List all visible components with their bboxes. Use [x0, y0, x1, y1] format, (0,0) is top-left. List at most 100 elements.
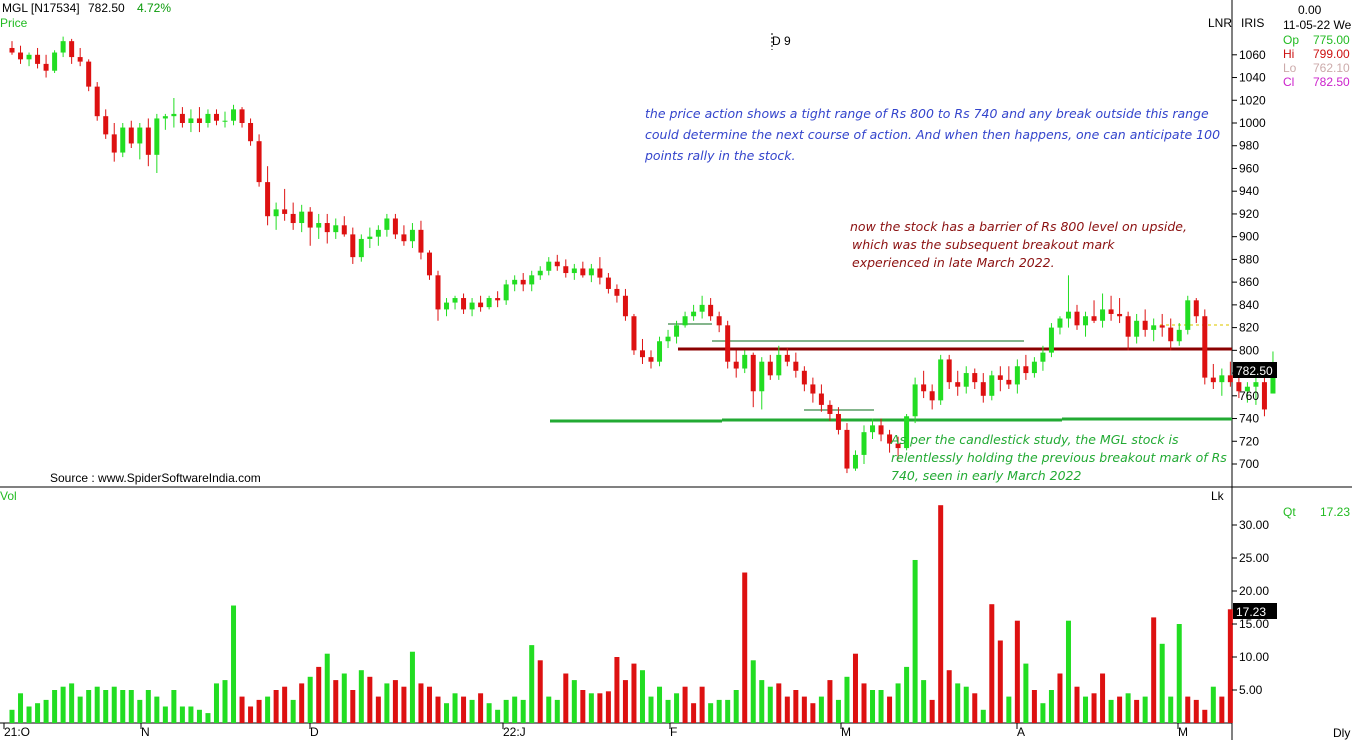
candle-body: [341, 225, 347, 235]
levels: [550, 323, 1232, 423]
last-price-label: 782.50: [1236, 364, 1273, 378]
candle-body: [103, 116, 109, 135]
candle-body: [708, 304, 714, 317]
volume-bar: [852, 653, 858, 723]
candle-body: [196, 118, 202, 123]
volume-tick-label: 20.00: [1239, 584, 1269, 598]
time-tick-label: D: [310, 725, 319, 739]
info-hi: 799.00: [1313, 47, 1350, 61]
candle-body: [818, 393, 824, 405]
candle-body: [742, 354, 748, 369]
candle-body: [1014, 366, 1020, 385]
candle-body: [1210, 377, 1216, 383]
candles: [9, 36, 1276, 474]
volume-bar: [282, 686, 288, 723]
candle-body: [1168, 327, 1174, 342]
volume-bar: [316, 666, 322, 723]
volume-bar: [529, 645, 535, 723]
dly-label[interactable]: Dly: [1333, 726, 1350, 740]
volume-bar: [597, 693, 603, 723]
candle-body: [639, 350, 645, 358]
candle-body: [375, 229, 381, 237]
volume-bar: [1227, 609, 1233, 723]
candle-body: [69, 41, 75, 58]
candle-body: [1006, 379, 1012, 385]
candle-body: [989, 375, 995, 396]
volume-bar: [980, 709, 986, 723]
volume-bar: [273, 690, 279, 723]
volume-bar: [452, 693, 458, 723]
last-volume-box: 17.23: [1233, 603, 1277, 619]
volume-bar: [614, 657, 620, 723]
volume-tick-label: 25.00: [1239, 551, 1269, 565]
candle-body: [852, 454, 858, 469]
volume-bar: [793, 690, 799, 723]
volume-bar: [145, 690, 151, 723]
candle-body: [179, 113, 185, 123]
volume-bar: [1219, 696, 1225, 723]
volume-bar: [86, 690, 92, 723]
volume-bar: [657, 686, 663, 723]
lk-label: Lk: [1211, 489, 1225, 503]
candle-body: [997, 375, 1003, 380]
volume-bar: [665, 699, 671, 723]
volume-bar: [120, 690, 126, 723]
price-tick-label: 700: [1239, 457, 1259, 471]
candle-body: [495, 298, 501, 301]
volume-bar: [1210, 686, 1216, 723]
candle-body: [1202, 316, 1208, 378]
volume-bar: [580, 690, 586, 723]
volume-bar: [503, 699, 509, 723]
volume-bar: [810, 703, 816, 723]
info-cl: 782.50: [1313, 75, 1350, 89]
volume-bar: [444, 703, 450, 723]
volume-bar: [401, 686, 407, 723]
info-lo-label: Lo: [1283, 61, 1297, 75]
lnr-label[interactable]: LNR: [1208, 16, 1232, 30]
candle-body: [921, 384, 927, 392]
candle-body: [52, 52, 58, 71]
candle-body: [162, 116, 168, 119]
candle-body: [980, 382, 986, 396]
volume-bar: [588, 693, 594, 723]
volume-label: Vol: [0, 489, 17, 503]
candle-body: [1125, 316, 1131, 337]
volume-bar: [972, 693, 978, 723]
iris-label[interactable]: IRIS: [1241, 16, 1264, 30]
green-note-line-2: relentlessly holding the previous breako…: [891, 450, 1227, 465]
price-tick-label: 740: [1239, 412, 1259, 426]
volume-bar: [733, 690, 739, 723]
candle-body: [1227, 375, 1233, 383]
price-tick-label: 920: [1239, 207, 1259, 221]
candle-body: [844, 429, 850, 469]
volume-bar: [1040, 703, 1046, 723]
red-note-line-2: which was the subsequent breakout mark: [852, 237, 1115, 252]
volume-bar: [997, 640, 1003, 723]
volume-bar: [205, 713, 211, 723]
candle-body: [1031, 361, 1037, 374]
volume-bar: [989, 604, 995, 723]
volume-bar: [904, 666, 910, 723]
volume-bar: [818, 696, 824, 723]
candle-body: [929, 391, 935, 401]
volume-bar: [801, 696, 807, 723]
candle-body: [409, 229, 415, 242]
candle-body: [835, 413, 841, 430]
candle-body: [26, 54, 32, 60]
volume-bar: [495, 709, 501, 723]
candle-body: [1261, 382, 1267, 410]
volume-bar: [554, 699, 560, 723]
candle-body: [282, 209, 288, 214]
green-note-line-3: 740, seen in early March 2022: [891, 468, 1082, 483]
volume-bar: [1142, 696, 1148, 723]
candle-body: [503, 284, 509, 301]
price-tick-label: 1040: [1239, 71, 1266, 85]
volume-bar: [1048, 690, 1054, 723]
candle-body: [1253, 382, 1259, 387]
volume-bar: [682, 686, 688, 723]
time-axis: 21:O N D 22:J F M A M: [3, 723, 1188, 739]
candle-body: [273, 209, 279, 217]
price-tick-label: 860: [1239, 275, 1259, 289]
candle-body: [171, 113, 177, 117]
volume-bar: [1057, 673, 1063, 723]
